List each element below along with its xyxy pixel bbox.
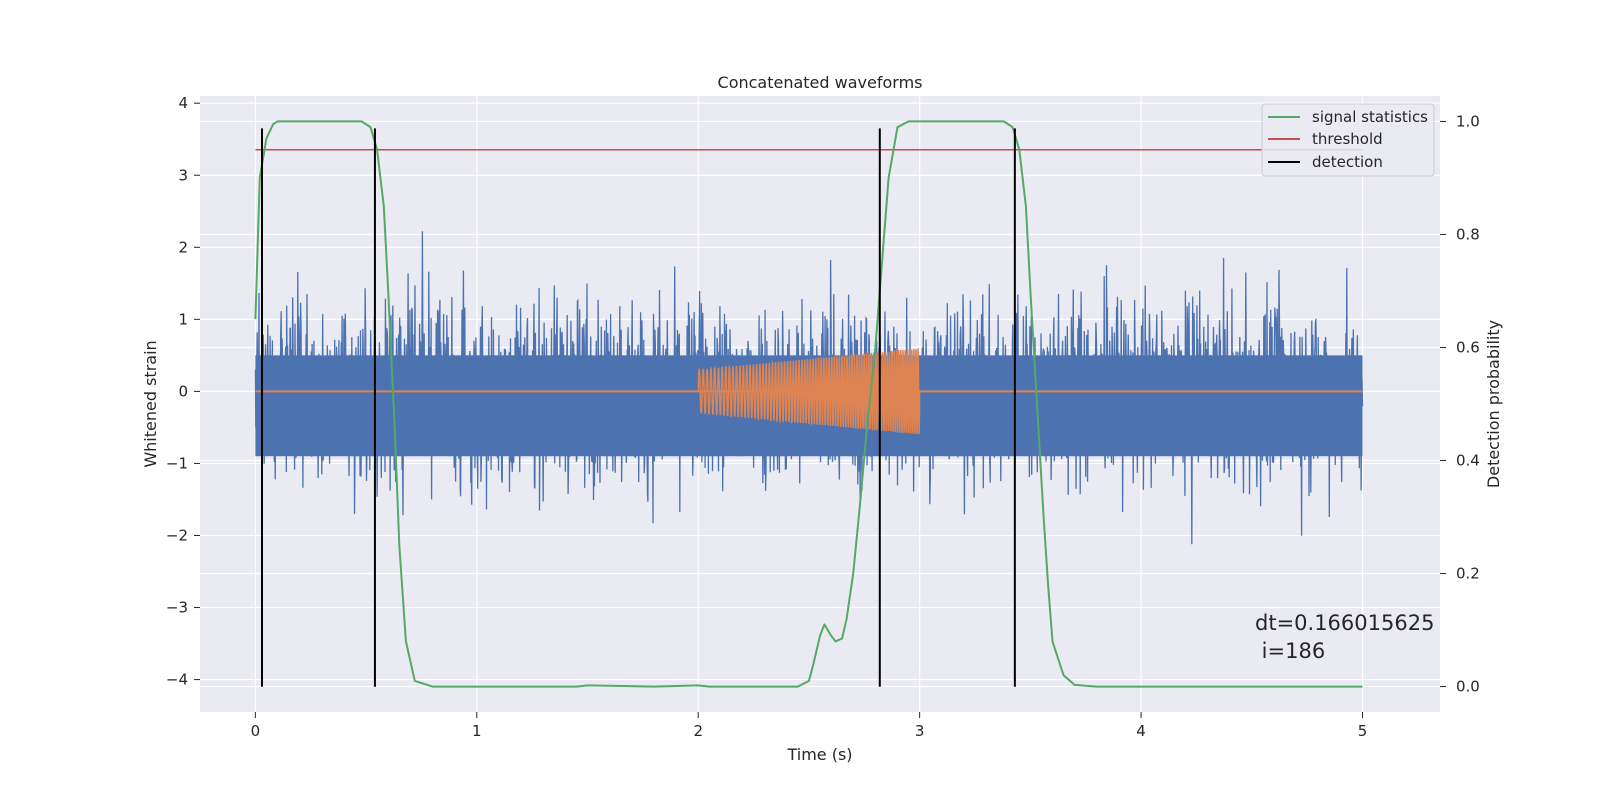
annotation-dt: dt=0.166015625 bbox=[1255, 611, 1434, 635]
y-tick-label: 2 bbox=[178, 238, 188, 256]
x-tick-label: 1 bbox=[472, 722, 482, 740]
right-axis-ticks: 0.0 0.2 0.4 0.6 0.8 1.0 bbox=[1440, 112, 1480, 696]
annotation-i: i=186 bbox=[1255, 639, 1325, 663]
y-tick-label: −1 bbox=[166, 454, 188, 472]
y2-tick-label: 1.0 bbox=[1456, 112, 1480, 130]
y-tick-label: −2 bbox=[166, 526, 188, 544]
x-tick-label: 3 bbox=[915, 722, 925, 740]
injected-waveform-series bbox=[255, 348, 1363, 435]
legend-label-threshold: threshold bbox=[1312, 130, 1383, 148]
signal-statistics-line bbox=[254, 120, 1363, 688]
x-axis-label: Time (s) bbox=[786, 745, 852, 764]
left-axis-ticks: −4 −3 −2 −1 0 1 2 3 4 bbox=[166, 94, 200, 689]
x-tick-label: 4 bbox=[1136, 722, 1146, 740]
detection-series bbox=[261, 128, 1016, 687]
y-axis-label: Whitened strain bbox=[141, 340, 160, 467]
legend-label-detection: detection bbox=[1312, 153, 1383, 171]
y2-tick-label: 0.0 bbox=[1456, 678, 1480, 696]
y-tick-label: 3 bbox=[178, 166, 188, 184]
y2-tick-label: 0.4 bbox=[1456, 452, 1480, 470]
y2-tick-label: 0.8 bbox=[1456, 225, 1480, 243]
x-tick-label: 0 bbox=[251, 722, 261, 740]
y-tick-label: −3 bbox=[166, 599, 188, 617]
y2-axis-label: Detection probability bbox=[1484, 320, 1503, 488]
chart-title: Concatenated waveforms bbox=[718, 73, 923, 92]
legend-box bbox=[1261, 103, 1435, 177]
waveform-line bbox=[697, 348, 921, 435]
y-tick-label: 0 bbox=[178, 382, 188, 400]
y-tick-label: 1 bbox=[178, 310, 188, 328]
y-tick-label: −4 bbox=[166, 671, 188, 689]
legend: signal statistics threshold detection bbox=[1261, 103, 1435, 177]
bottom-axis-ticks: 0 1 2 3 4 5 bbox=[251, 712, 1368, 740]
legend-label-signal-statistics: signal statistics bbox=[1312, 108, 1428, 126]
y-tick-label: 4 bbox=[178, 94, 188, 112]
signal-statistics-series bbox=[254, 120, 1363, 688]
x-tick-label: 2 bbox=[693, 722, 703, 740]
x-tick-label: 5 bbox=[1358, 722, 1368, 740]
y2-tick-label: 0.6 bbox=[1456, 338, 1480, 356]
y2-tick-label: 0.2 bbox=[1456, 565, 1480, 583]
